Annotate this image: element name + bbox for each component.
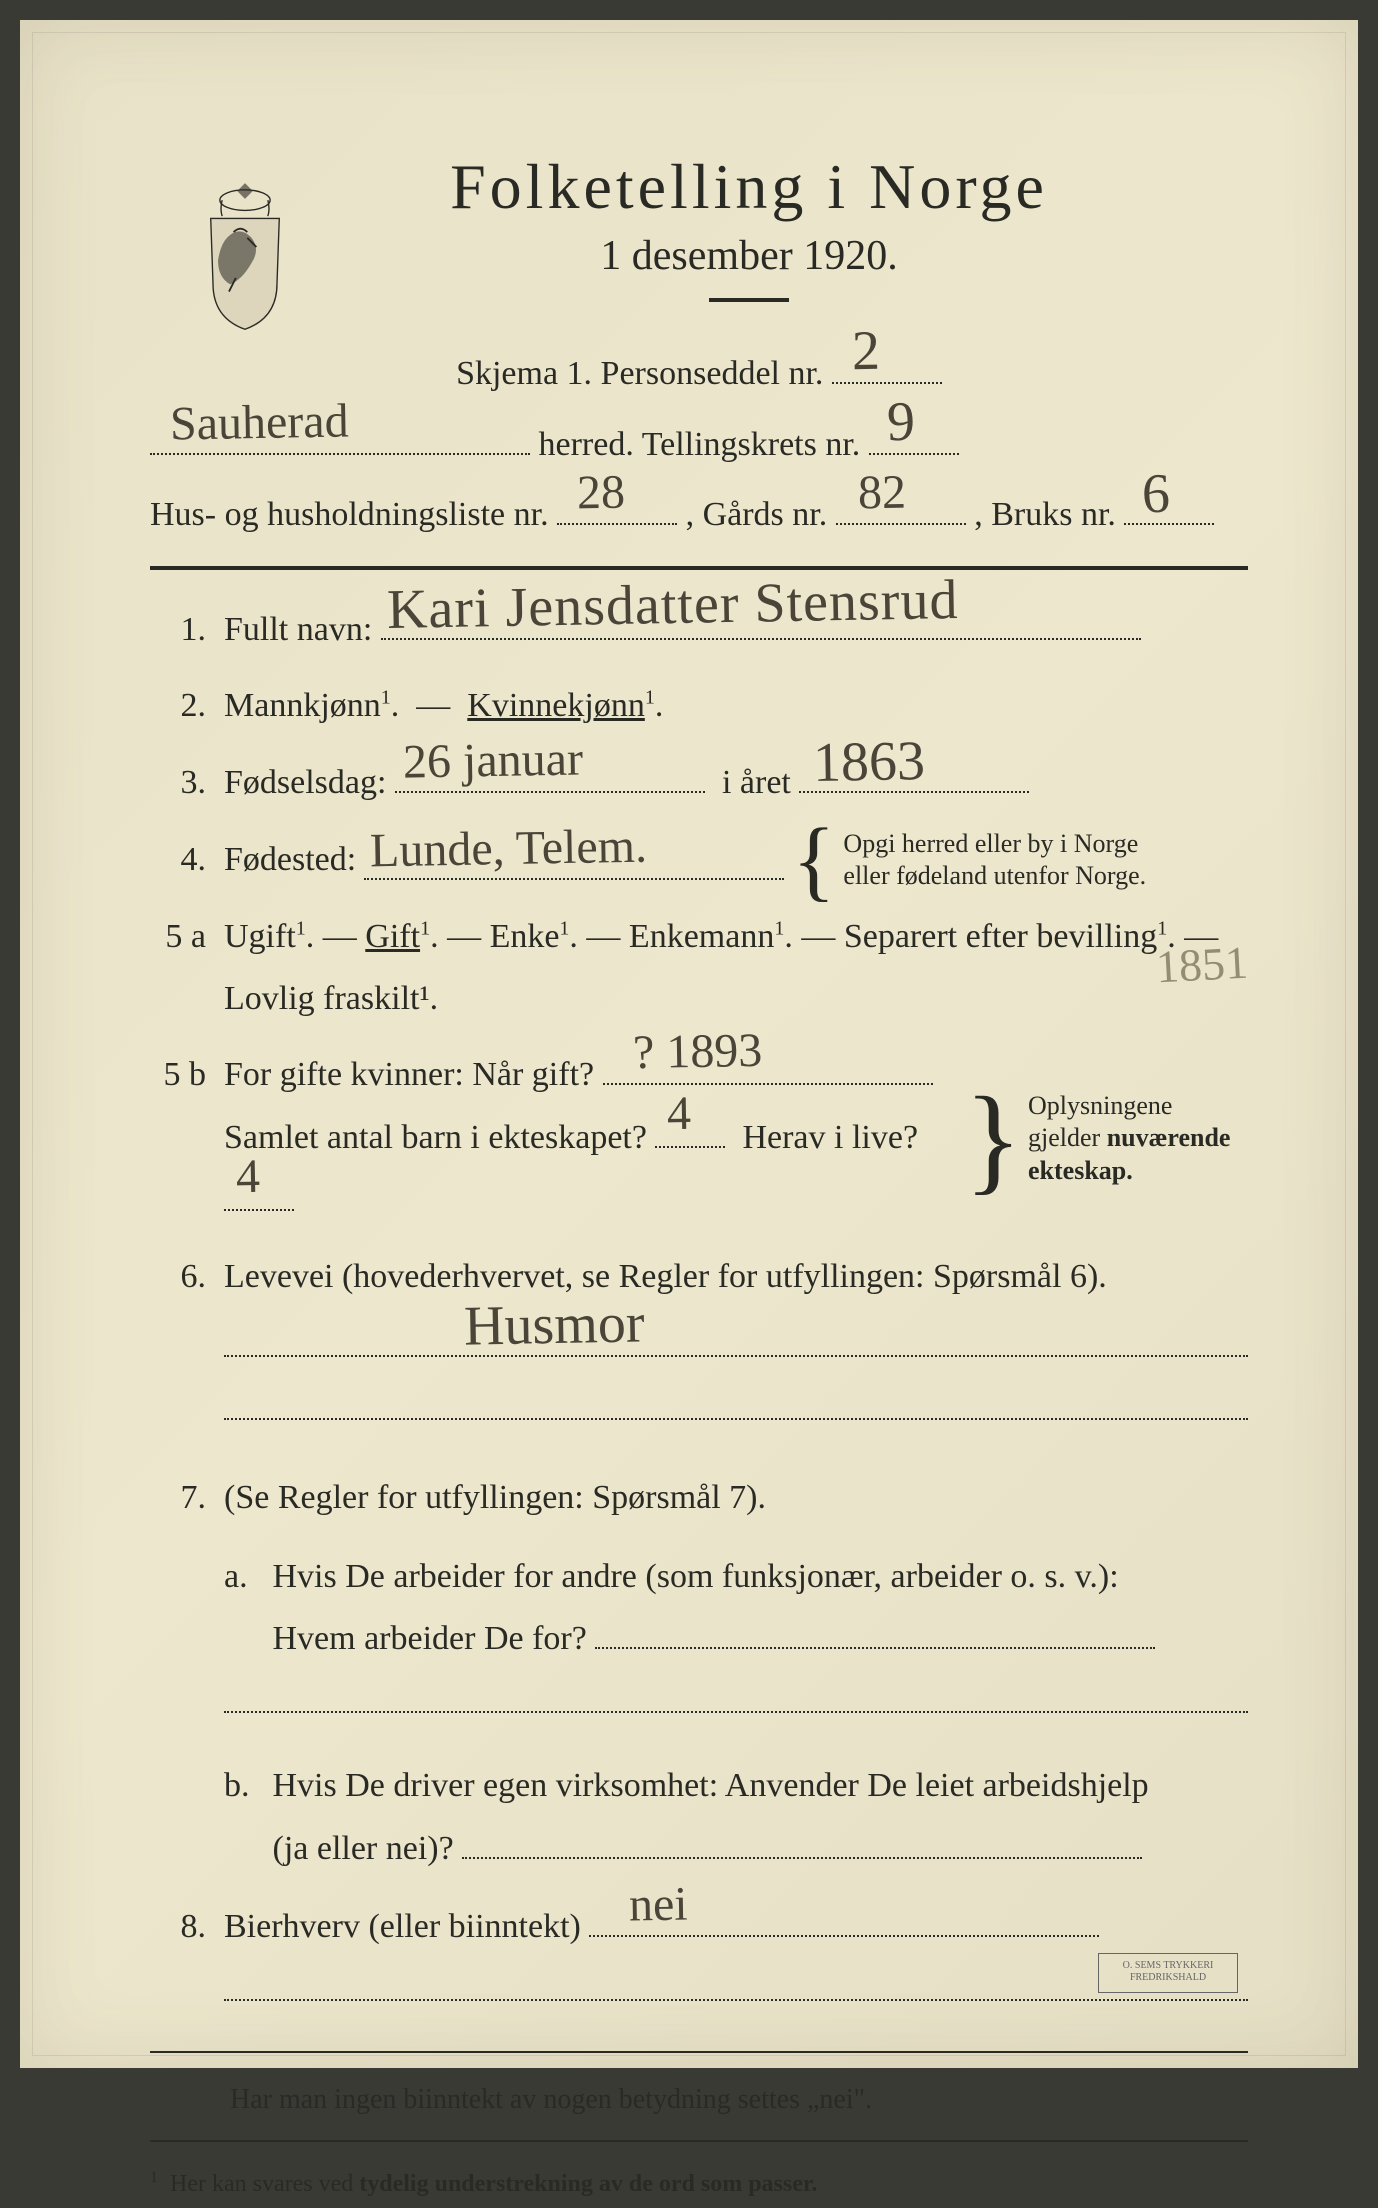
footer-note-2: 1 Her kan svares ved tydelig understrekn… [150,2162,1248,2208]
q5b-herav-label: Herav i live? [742,1119,918,1156]
q7a-label: Hvis De arbeider for andre (som funksjon… [273,1558,1119,1595]
q8-num: 8. [150,1895,206,1960]
q7-row: 7. (Se Regler for utfyllingen: Spørsmål … [150,1466,1248,1881]
q2-num: 2. [150,674,206,739]
q5b-gift: ? 1893 [632,1031,762,1072]
q2-female: Kvinnekjønn [467,687,645,724]
divider-top [150,566,1248,570]
q4-label: Fødested: [224,829,356,892]
q6-label: Levevei (hovederhvervet, se Regler for u… [224,1258,1107,1295]
q5b-herav: 4 [236,1158,261,1197]
q3-day: 26 januar [403,741,584,783]
census-form-page: Folketelling i Norge 1 desember 1920. Sk… [20,20,1358,2068]
gaard-nr: 82 [857,474,906,513]
q4-value: Lunde, Telem. [370,827,648,870]
q5b-label: For gifte kvinner: Når gift? [224,1056,594,1093]
herred-line: Sauherad herred. Tellingskrets nr. 9 [150,413,1248,478]
herred-label: herred. Tellingskrets nr. [539,426,861,463]
q4-row: 4. Fødested: Lunde, Telem. { Opgi herred… [150,828,1248,893]
q4-note: Opgi herred eller by i Norge eller fødel… [843,828,1146,893]
footer-note-1: Har man ingen biinntekt av nogen betydni… [150,2073,1248,2126]
printer-mark: O. SEMS TRYKKERI FREDRIKSHALD [1098,1953,1238,1993]
bruk-nr: 6 [1142,472,1171,517]
q3-label: Fødselsdag: [224,764,386,801]
q5b-note: Oplysningene gjelder nuværende ekteskap. [1028,1090,1248,1188]
q7b-label: Hvis De driver egen virksomhet: Anvender… [273,1767,1149,1804]
q3-year: 1863 [813,739,926,786]
q8-row: 8. Bierhverv (eller biinntekt) nei [150,1895,1248,2023]
q1-num: 1. [150,598,206,663]
q1-value: Kari Jensdatter Stensrud [386,578,958,633]
bruk-label: , Bruks nr. [974,496,1116,533]
q8-label: Bierhverv (eller biinntekt) [224,1908,581,1945]
coat-of-arms [185,175,305,335]
q2-row: 2. Mannkjønn1. — Kvinnekjønn1. [150,674,1248,739]
q8-value: nei [629,1886,688,1925]
schema-label: Skjema 1. Personseddel nr. [456,355,823,392]
title-rule [709,298,789,302]
q5a-num: 5 a [150,905,206,970]
q2-male: Mannkjønn [224,687,381,724]
q5b-num: 5 b [150,1043,206,1108]
q5b-barn: 4 [667,1095,692,1134]
q5b-row: 5 b For gifte kvinner: Når gift? ? 1893 … [150,1043,1248,1233]
q5a-row: 5 a Ugift1. — Gift1. — Enke1. — Enkemann… [150,905,1248,1032]
q1-label: Fullt navn: [224,611,372,648]
q5a-cont: Lovlig fraskilt¹. [224,980,438,1017]
main-title: Folketelling i Norge [250,150,1248,224]
brace-icon: { [792,838,835,883]
gaard-label: , Gårds nr. [686,496,828,533]
footer-rule-2 [150,2140,1248,2142]
q6-row: 6. Levevei (hovederhvervet, se Regler fo… [150,1245,1248,1442]
q5a-margin: 1851 [1155,944,1249,986]
q6-num: 6. [150,1245,206,1310]
q3-row: 3. Fødselsdag: 26 januar i året 1863 [150,751,1248,816]
list-label: Hus- og husholdningsliste nr. [150,496,549,533]
q7-intro: (Se Regler for utfyllingen: Spørsmål 7). [224,1479,766,1516]
q3-mid: i året [722,764,791,801]
q7b-q: (ja eller nei)? [273,1830,454,1867]
q4-num: 4. [150,828,206,893]
q5b-barn-label: Samlet antal barn i ekteskapet? [224,1119,647,1156]
q7-num: 7. [150,1466,206,1531]
tellingskrets-nr: 9 [886,400,915,445]
list-nr: 28 [577,474,626,513]
brace-icon-2: } [964,1109,1022,1169]
footer-rule-1 [150,2051,1248,2053]
q1-row: 1. Fullt navn: Kari Jensdatter Stensrud [150,598,1248,663]
list-line: Hus- og husholdningsliste nr. 28 , Gårds… [150,483,1248,548]
subtitle: 1 desember 1920. [250,232,1248,280]
q7a-q: Hvem arbeider De for? [273,1620,587,1657]
personseddel-nr: 2 [852,329,881,374]
q6-value: Husmor [464,1301,645,1349]
q3-num: 3. [150,751,206,816]
herred-name: Sauherad [170,402,349,444]
